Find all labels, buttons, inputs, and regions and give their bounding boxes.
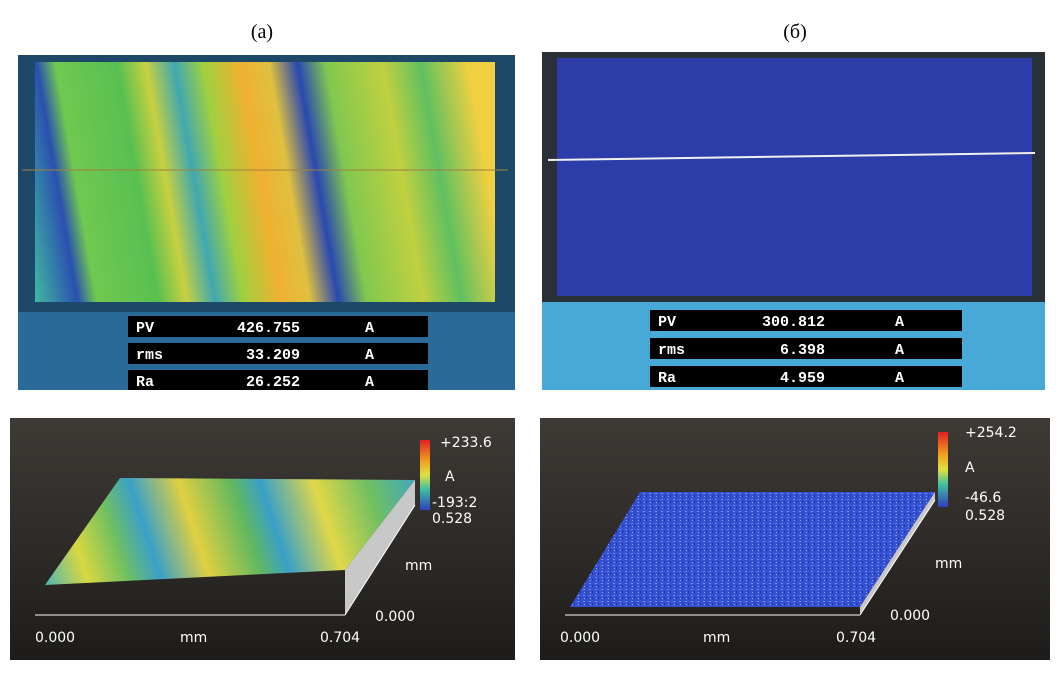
panel-label: (a)	[251, 21, 273, 43]
stat-name: rms	[136, 347, 163, 364]
y-max: 0.528	[432, 511, 472, 527]
stat-name: Ra	[136, 374, 154, 391]
z-max: +233.6	[440, 435, 492, 451]
x-max: 0.704	[836, 630, 876, 646]
z-max: +254.2	[965, 425, 1017, 441]
stat-unit: A	[895, 342, 904, 359]
stat-unit: A	[365, 320, 374, 337]
y-min: 0.000	[375, 609, 415, 625]
surface-side	[860, 492, 935, 615]
stats: PV 426.755 A rms 33.209 A Ra 26.252 A	[128, 316, 428, 391]
stat-name: PV	[658, 314, 676, 331]
stat-value: 33.209	[246, 347, 300, 364]
height-map	[35, 62, 495, 302]
z-unit: A	[445, 469, 455, 485]
y-axis	[859, 499, 936, 616]
y-axis	[344, 504, 416, 616]
surface-3d	[45, 478, 415, 585]
stat-value: 426.755	[237, 320, 300, 337]
surface-side	[345, 480, 415, 615]
z-min: -193:2	[432, 495, 477, 511]
x-label: mm	[180, 630, 207, 646]
panel-label: (б)	[783, 21, 807, 43]
stats: PV 300.812 A rms 6.398 A Ra 4.959 A	[650, 310, 962, 387]
stat-name: rms	[658, 342, 685, 359]
y-label: mm	[935, 556, 962, 572]
stat-value: 26.252	[246, 374, 300, 391]
height-map	[557, 58, 1032, 296]
stat-value: 300.812	[762, 314, 825, 331]
stat-unit: A	[895, 314, 904, 331]
x-max: 0.704	[320, 630, 360, 646]
z-unit: A	[965, 460, 975, 476]
x-min: 0.000	[35, 630, 75, 646]
stat-name: PV	[136, 320, 154, 337]
stat-value: 6.398	[780, 342, 825, 359]
stat-unit: A	[365, 347, 374, 364]
y-min: 0.000	[890, 608, 930, 624]
y-label: mm	[405, 558, 432, 574]
stat-unit: A	[895, 370, 904, 387]
y-max: 0.528	[965, 508, 1005, 524]
surface-3d	[570, 492, 935, 607]
x-label: mm	[703, 630, 730, 646]
colorbar	[938, 432, 948, 507]
profile-line	[547, 152, 1036, 161]
stat-value: 4.959	[780, 370, 825, 387]
x-min: 0.000	[560, 630, 600, 646]
stat-unit: A	[365, 374, 374, 391]
colorbar	[420, 440, 430, 510]
stat-name: Ra	[658, 370, 676, 387]
z-min: -46.6	[965, 490, 1001, 506]
